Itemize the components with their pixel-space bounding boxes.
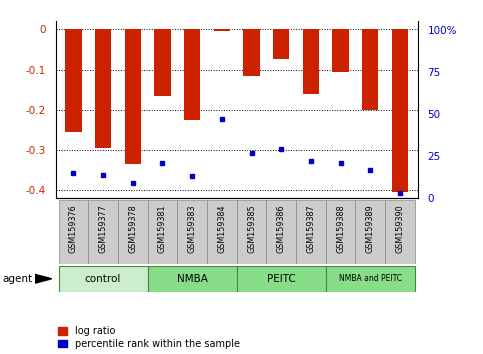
FancyBboxPatch shape (148, 200, 177, 264)
Text: GSM159388: GSM159388 (336, 205, 345, 253)
FancyBboxPatch shape (58, 200, 88, 264)
Polygon shape (35, 274, 52, 283)
Text: PEITC: PEITC (267, 274, 296, 284)
Bar (213, 29, 230, 31)
Text: GSM159387: GSM159387 (306, 205, 315, 253)
Text: GSM159376: GSM159376 (69, 205, 78, 253)
Text: GSM159378: GSM159378 (128, 205, 137, 253)
FancyBboxPatch shape (266, 200, 296, 264)
FancyBboxPatch shape (148, 266, 237, 292)
Bar (243, 29, 260, 75)
Text: control: control (85, 274, 121, 284)
FancyBboxPatch shape (355, 200, 385, 264)
Text: GSM159389: GSM159389 (366, 205, 375, 253)
FancyBboxPatch shape (177, 200, 207, 264)
FancyBboxPatch shape (88, 200, 118, 264)
Bar (332, 29, 349, 72)
Text: GSM159377: GSM159377 (99, 205, 108, 253)
FancyBboxPatch shape (207, 200, 237, 264)
Bar (65, 29, 82, 132)
Legend: log ratio, percentile rank within the sample: log ratio, percentile rank within the sa… (58, 326, 240, 349)
Bar (303, 29, 319, 94)
FancyBboxPatch shape (326, 266, 415, 292)
Bar (392, 29, 408, 192)
Text: GSM159383: GSM159383 (187, 205, 197, 253)
Text: agent: agent (2, 274, 32, 284)
Bar (273, 29, 289, 59)
Bar (184, 29, 200, 120)
Text: GSM159390: GSM159390 (396, 205, 404, 253)
Bar (125, 29, 141, 164)
Text: GSM159386: GSM159386 (277, 205, 286, 253)
Text: GSM159385: GSM159385 (247, 205, 256, 253)
Bar (154, 29, 170, 96)
Bar (362, 29, 379, 110)
FancyBboxPatch shape (296, 200, 326, 264)
FancyBboxPatch shape (237, 200, 266, 264)
FancyBboxPatch shape (385, 200, 415, 264)
Text: GSM159381: GSM159381 (158, 205, 167, 253)
Bar (95, 29, 111, 148)
Text: NMBA and PEITC: NMBA and PEITC (339, 274, 402, 283)
Text: NMBA: NMBA (177, 274, 208, 284)
FancyBboxPatch shape (237, 266, 326, 292)
Text: GSM159384: GSM159384 (217, 205, 227, 253)
FancyBboxPatch shape (58, 266, 148, 292)
FancyBboxPatch shape (326, 200, 355, 264)
FancyBboxPatch shape (118, 200, 148, 264)
